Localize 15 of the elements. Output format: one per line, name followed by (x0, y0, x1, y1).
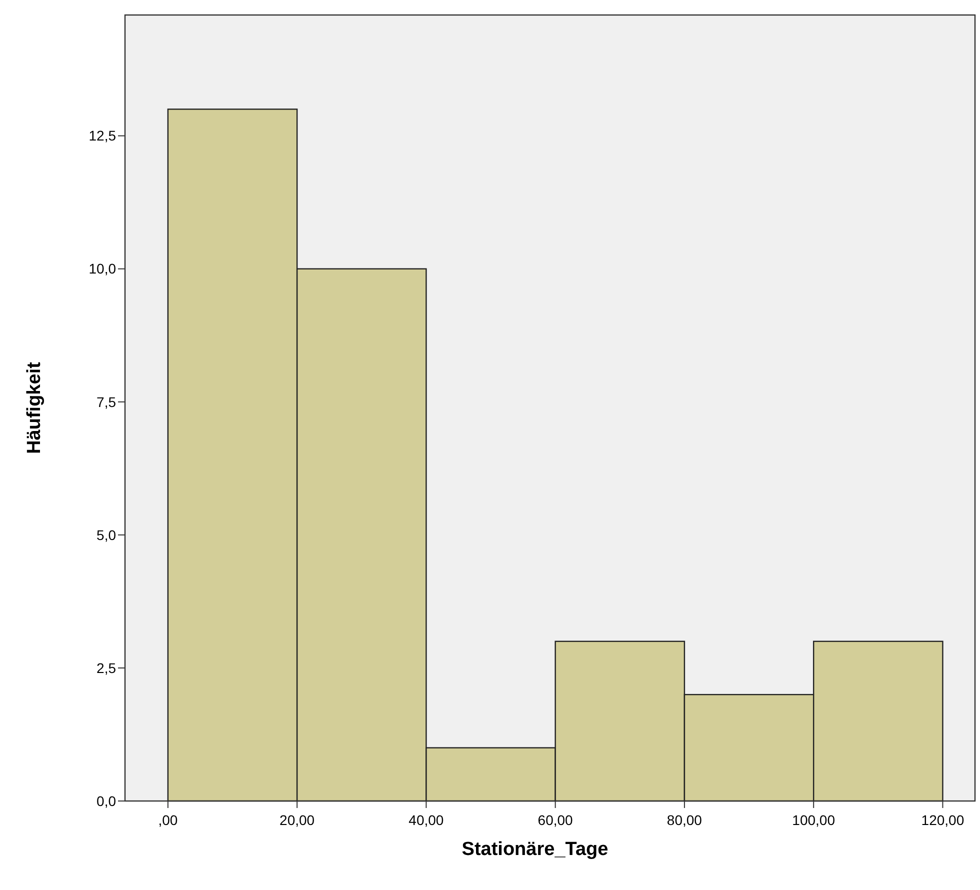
x-tick-label: 20,00 (280, 812, 315, 828)
x-tick-label: 120,00 (921, 812, 964, 828)
y-tick-label: 10,0 (88, 260, 116, 277)
x-tick-label: 100,00 (792, 812, 836, 828)
y-tick-label: 5,0 (96, 526, 116, 543)
x-tick-label: ,00 (158, 812, 178, 828)
x-tick-label: 60,00 (538, 812, 574, 828)
x-tick-label: 80,00 (666, 812, 702, 828)
y-axis-title: Häufigkeit (24, 361, 45, 454)
x-tick-label: 40,00 (408, 812, 444, 828)
y-tick-label: 12,5 (88, 128, 116, 144)
y-tick-label: 2,5 (96, 660, 116, 676)
y-tick-label: 0,0 (96, 792, 116, 809)
y-tick-label: 7,5 (96, 394, 116, 410)
x-axis-title: Stationäre_Tage (462, 839, 608, 860)
